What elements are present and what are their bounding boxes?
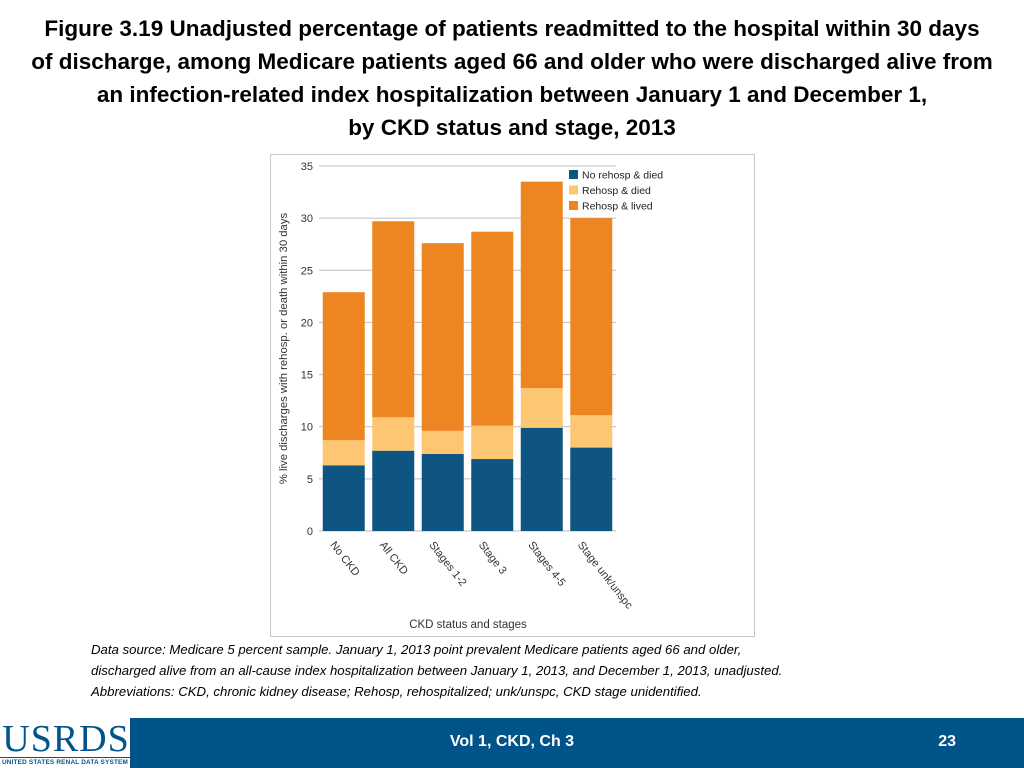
logo-divider (0, 757, 130, 758)
footer-section-label: Vol 1, CKD, Ch 3 (449, 733, 575, 750)
title-line-1: Figure 3.19 Unadjusted percentage of pat… (44, 16, 980, 41)
y-tick-label: 0 (307, 526, 313, 538)
figure-title: Figure 3.19 Unadjusted percentage of pat… (10, 12, 1014, 144)
legend-label: Rehosp & lived (582, 201, 653, 213)
legend-swatch (569, 185, 578, 195)
bar-segment (520, 181, 563, 389)
bar-segment (372, 221, 415, 418)
y-tick-label: 30 (301, 213, 313, 225)
x-axis-label: CKD status and stages (409, 619, 527, 631)
bar-segment (421, 430, 464, 454)
x-tick-label: Stage 3 (476, 539, 509, 576)
bar-segment (322, 440, 365, 466)
legend-swatch (569, 170, 578, 179)
x-tick-label: All CKD (377, 539, 410, 577)
bar-segment (520, 427, 563, 531)
bar-segment (322, 292, 365, 441)
bar-segment (471, 459, 514, 531)
logo-text: USRDS (2, 718, 130, 760)
footer-bar: USRDS UNITED STATES RENAL DATA SYSTEM Vo… (0, 718, 1024, 768)
bar-segment (570, 415, 613, 448)
x-tick-label: Stages 1-2 (426, 539, 468, 588)
x-tick-label: Stage unk/unspc (575, 539, 635, 611)
note-line-2: discharged alive from an all-cause index… (91, 663, 783, 678)
bar-segment (372, 417, 415, 451)
legend-label: Rehosp & died (582, 185, 651, 197)
legend-label: No rehosp & died (582, 170, 663, 182)
y-tick-label: 15 (301, 370, 313, 382)
bar-segment (520, 388, 563, 428)
chart-frame: 0 5 10 15 20 25 30 35 No CKD All CKD Stages 1-2 Sta… (270, 154, 755, 637)
title-line-3: an infection-related index hospitalizati… (96, 82, 928, 107)
bar-segment (421, 453, 464, 531)
page-number: 23 (938, 733, 956, 750)
bar-segment (421, 243, 464, 431)
y-axis-label: % live discharges with rehosp. or death … (278, 213, 290, 485)
bar-segment (471, 425, 514, 460)
y-tick-label: 5 (307, 474, 313, 486)
title-line-4: by CKD status and stage, 2013 (348, 115, 676, 140)
bar-segment (322, 465, 365, 531)
y-tick-label: 10 (301, 422, 313, 434)
y-tick-label: 25 (301, 265, 313, 277)
x-tick-label: No CKD (327, 539, 361, 578)
y-tick-label: 35 (301, 161, 313, 173)
x-tick-label: Stages 4-5 (525, 539, 567, 588)
bar-segment (471, 231, 514, 426)
note-line-3: Abbreviations: CKD, chronic kidney disea… (91, 684, 702, 699)
bar-segment (570, 218, 613, 416)
data-source-note: Data source: Medicare 5 percent sample. … (91, 639, 971, 702)
note-line-1: Data source: Medicare 5 percent sample. … (91, 642, 742, 657)
logo-subtext: UNITED STATES RENAL DATA SYSTEM (1, 759, 129, 766)
usrds-logo: USRDS UNITED STATES RENAL DATA SYSTEM (0, 718, 130, 768)
bar-segment (570, 447, 613, 531)
legend-swatch (569, 201, 578, 210)
title-line-2: of discharge, among Medicare patients ag… (31, 49, 993, 74)
bar-segment (372, 450, 415, 531)
y-tick-label: 20 (301, 317, 313, 329)
